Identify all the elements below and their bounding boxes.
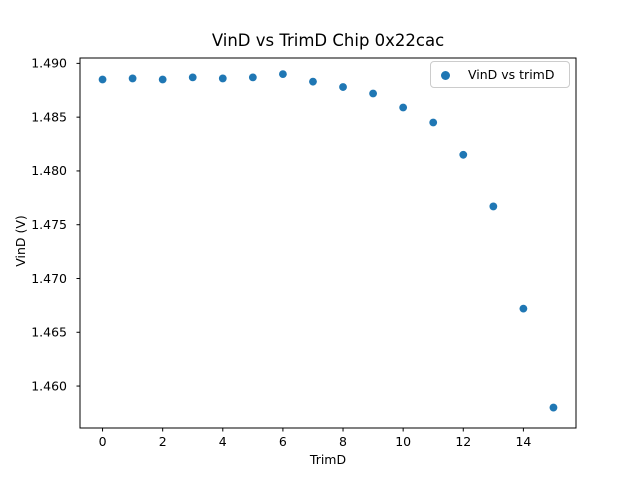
x-tick-label: 4: [219, 434, 227, 449]
y-tick-label: 1.465: [31, 325, 67, 340]
scatter-point: [279, 70, 287, 79]
y-tick-label: 1.470: [31, 271, 67, 286]
x-tick-label: 2: [159, 434, 167, 449]
scatter-point: [158, 75, 167, 84]
scatter-point: [429, 118, 438, 127]
legend-label: VinD vs trimD: [468, 67, 555, 82]
scatter-point: [218, 74, 227, 83]
x-tick-label: 8: [339, 434, 347, 449]
x-tick-label: 12: [455, 434, 471, 449]
scatter-point: [369, 89, 377, 98]
legend: VinD vs trimD: [430, 61, 570, 88]
x-tick-label: 10: [395, 434, 411, 449]
chart-title: VinD vs TrimD Chip 0x22cac: [211, 31, 445, 50]
scatter-point: [489, 202, 498, 211]
scatter-point: [128, 74, 137, 83]
x-tick-label: 6: [279, 434, 287, 449]
scatter-point: [339, 83, 347, 91]
x-tick-label: 0: [99, 434, 107, 449]
scatter-point: [98, 75, 107, 84]
scatter-point: [309, 77, 317, 86]
scatter-point: [248, 73, 257, 82]
scatter-point: [188, 73, 197, 82]
y-axis-label: VinD (V): [13, 215, 28, 267]
scatter-point: [399, 103, 408, 112]
y-tick-label: 1.460: [31, 378, 67, 393]
plot-frame: [79, 57, 577, 429]
y-tick-label: 1.485: [31, 109, 67, 124]
scatter-point: [459, 150, 468, 159]
scatter-point: [519, 304, 528, 313]
y-tick-label: 1.480: [31, 163, 67, 178]
x-tick-label: 14: [515, 434, 531, 449]
legend-marker-dot-icon: [441, 70, 450, 80]
x-axis-label: TrimD: [309, 452, 347, 467]
scatter-point: [549, 403, 558, 412]
y-tick-label: 1.475: [31, 217, 67, 232]
y-tick-label: 1.490: [31, 56, 67, 71]
